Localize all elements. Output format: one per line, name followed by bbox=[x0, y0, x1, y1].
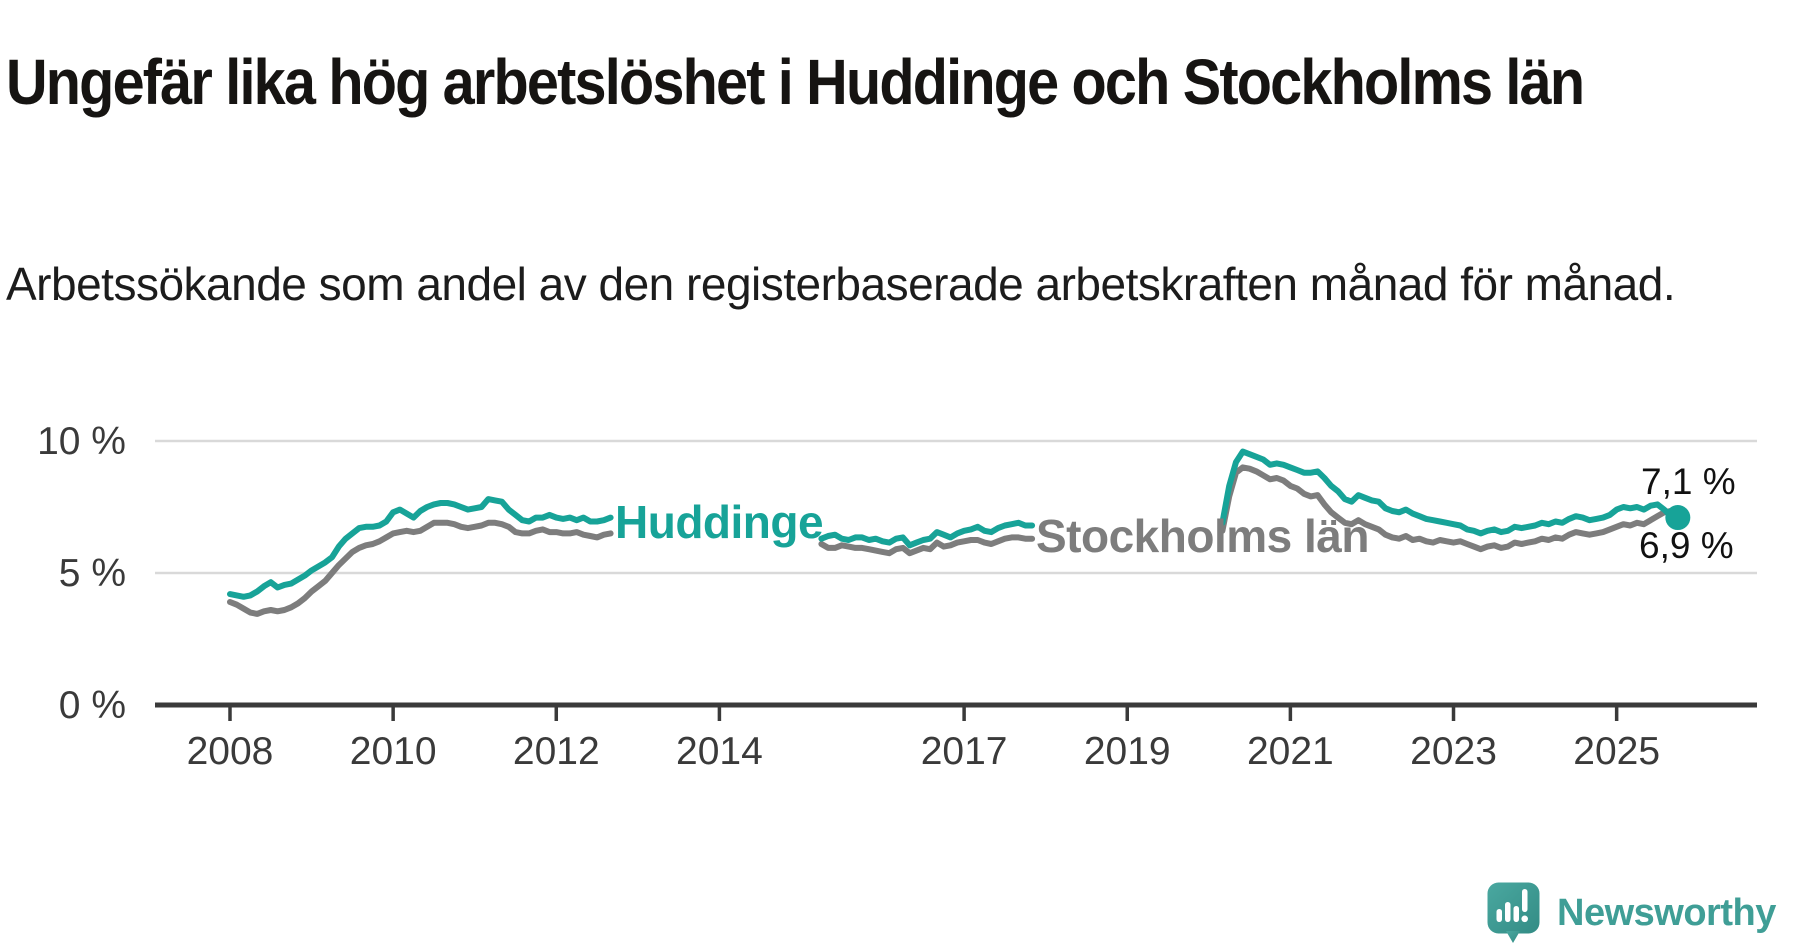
x-tick-label: 2008 bbox=[187, 730, 274, 773]
newsworthy-logo: Newsworthy bbox=[1487, 882, 1776, 944]
gridlines bbox=[155, 439, 1757, 575]
newsworthy-bubble-chart-icon bbox=[1487, 882, 1540, 943]
x-tick-label: 2023 bbox=[1410, 730, 1497, 773]
series-label-stockholm: Stockholms län bbox=[1036, 510, 1369, 562]
y-tick-label: 5 % bbox=[59, 552, 126, 595]
x-tick-label: 2025 bbox=[1573, 730, 1660, 773]
y-tick-label: 0 % bbox=[59, 684, 126, 727]
x-axis bbox=[155, 702, 1757, 721]
series-line-stockholms-l-n bbox=[227, 464, 1681, 617]
end-value-label-huddinge: 7,1 % bbox=[1641, 461, 1736, 502]
chart-subtitle: Arbetssökande som andel av den registerb… bbox=[6, 258, 1676, 310]
series-line-huddinge bbox=[227, 448, 1681, 600]
y-tick-label: 10 % bbox=[37, 420, 126, 463]
series-lines bbox=[227, 448, 1691, 617]
chart-title: Ungefär lika hög arbetslöshet i Huddinge… bbox=[6, 45, 1585, 118]
end-value-label-stockholm: 6,9 % bbox=[1639, 525, 1734, 566]
axis-tick-labels: 10 % 5 % 0 % 2008 2010 2012 2014 2017 2019 2021 20… bbox=[37, 420, 1660, 773]
series-label-huddinge: Huddinge bbox=[615, 496, 824, 548]
x-tick-label: 2014 bbox=[676, 730, 763, 773]
x-tick-label: 2010 bbox=[350, 730, 437, 773]
x-tick-label: 2021 bbox=[1247, 730, 1334, 773]
x-tick-label: 2017 bbox=[921, 730, 1008, 773]
newsworthy-wordmark: Newsworthy bbox=[1557, 892, 1776, 934]
x-tick-label: 2019 bbox=[1084, 730, 1171, 773]
x-tick-label: 2012 bbox=[513, 730, 600, 773]
latest-value-dot bbox=[1665, 505, 1691, 531]
